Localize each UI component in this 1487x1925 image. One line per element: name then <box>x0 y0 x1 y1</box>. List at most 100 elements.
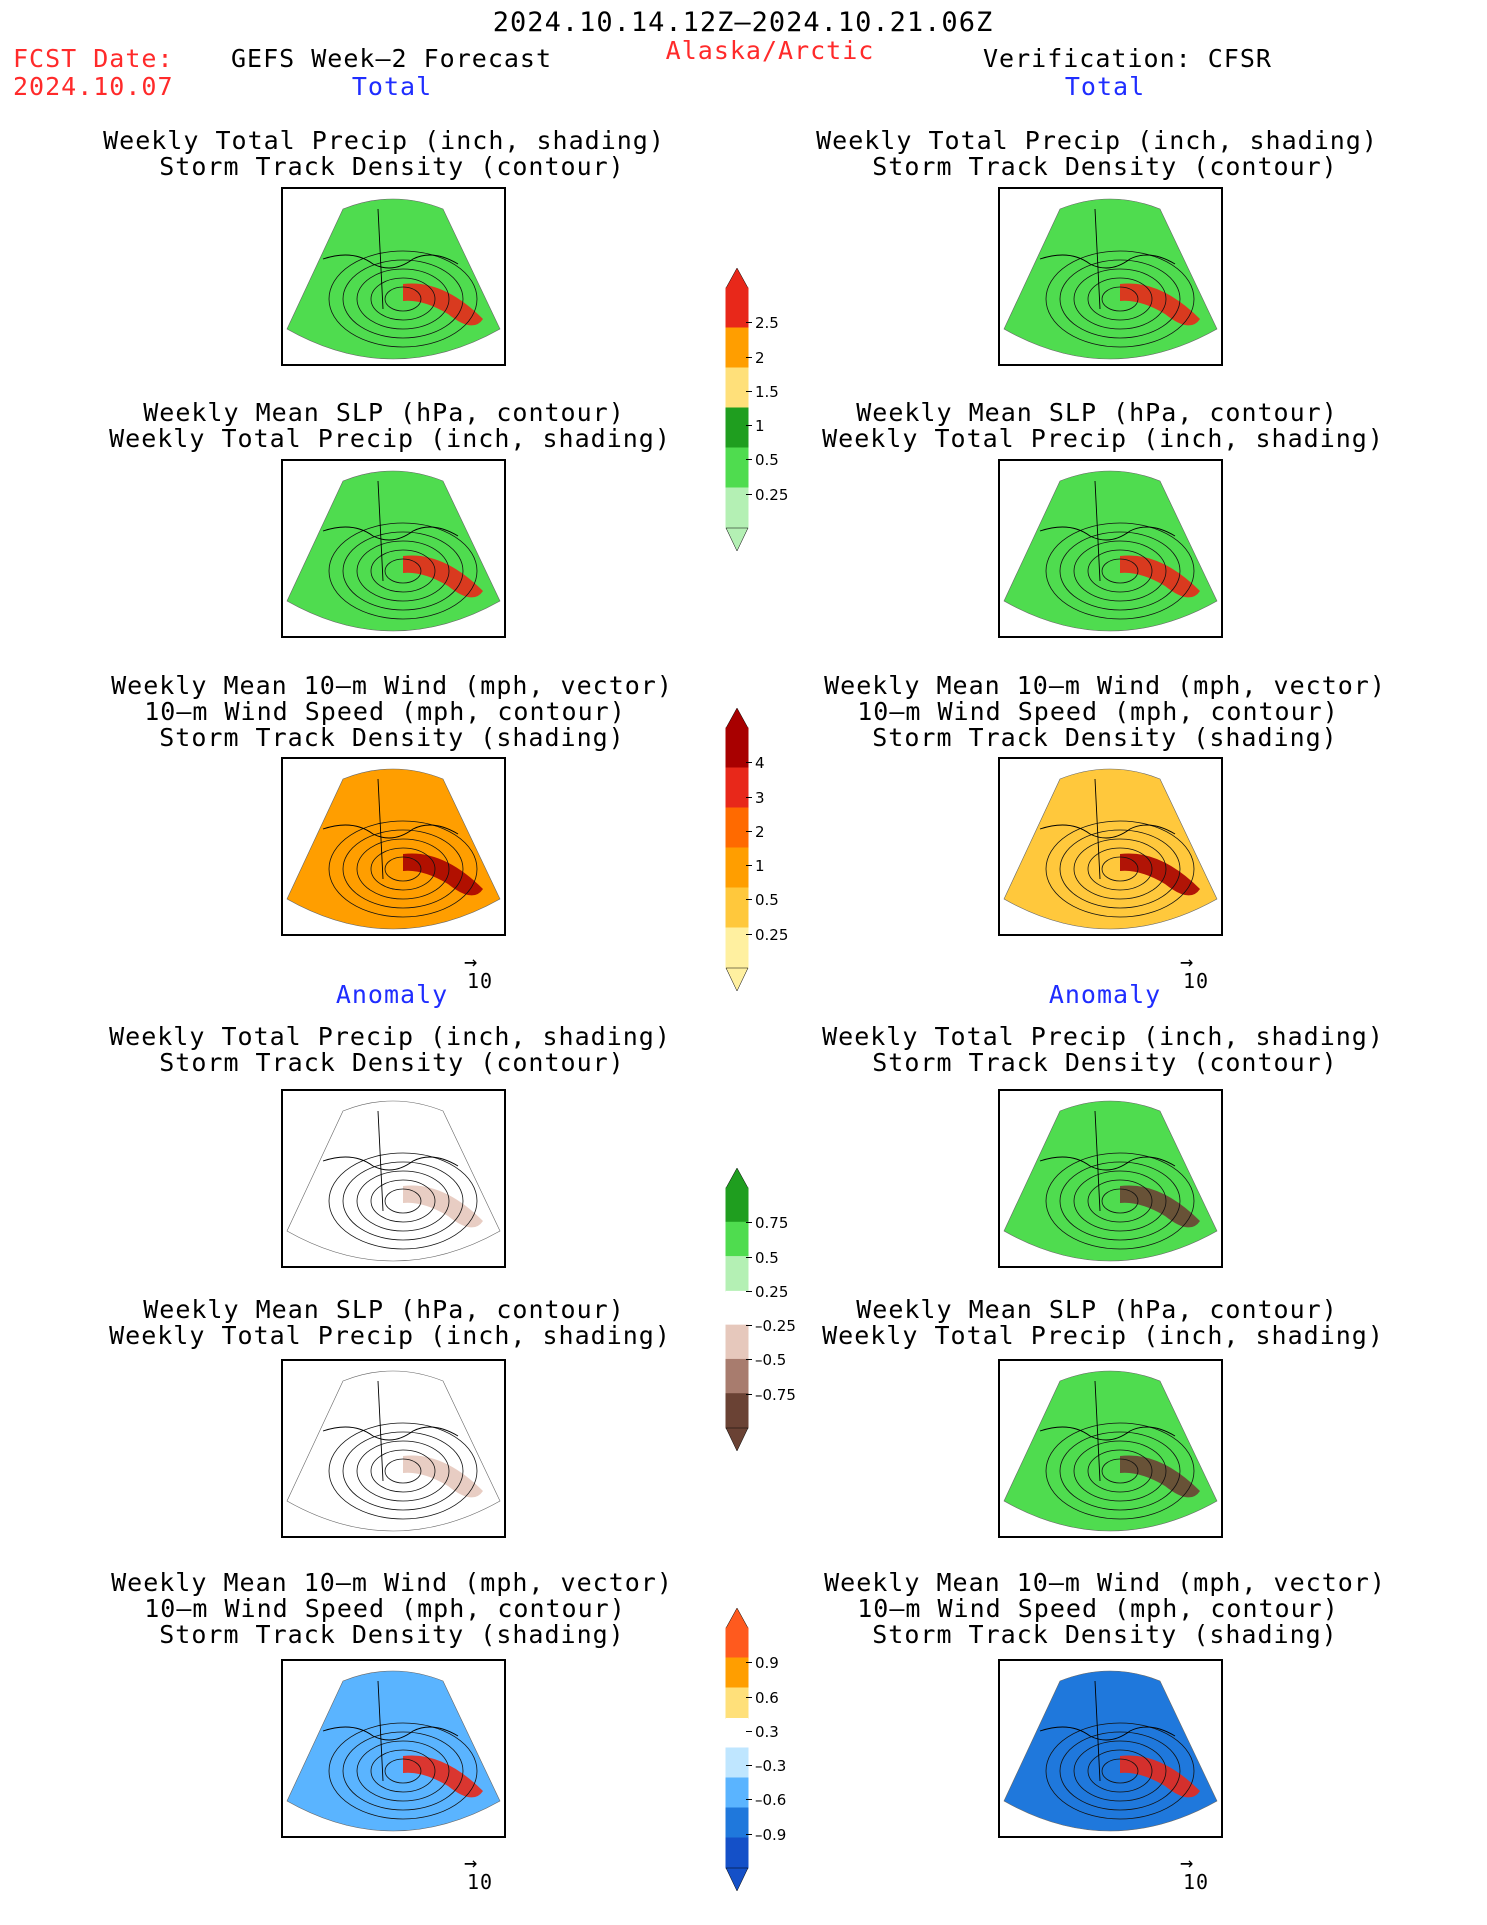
map-contour-line <box>1087 847 1153 891</box>
colorbar-tick <box>746 1222 752 1224</box>
colorbar-segment <box>725 1393 749 1429</box>
colorbar-tick <box>746 1799 752 1801</box>
colorbar-segment <box>726 1290 748 1326</box>
colorbar-segment <box>725 1807 749 1839</box>
map-feature-shading <box>1120 283 1200 326</box>
colorbar-tick <box>746 933 752 935</box>
map-feature-shading <box>403 283 483 326</box>
colorbar-bottom-triangle <box>725 1427 749 1452</box>
map-feature-shading <box>1120 853 1200 896</box>
map-contour-line <box>1101 1188 1139 1214</box>
map-contour-line <box>328 1422 478 1520</box>
map-contour-line <box>342 829 464 909</box>
map-panel-l3 <box>281 757 506 936</box>
map-contour-line <box>1045 1722 1195 1820</box>
map-coastline <box>322 1380 459 1482</box>
colorbar-label: –0.5 <box>755 1351 787 1370</box>
map-panel-l2 <box>281 459 506 638</box>
map-contour-line <box>370 549 436 593</box>
map-panel-r6 <box>998 1659 1223 1838</box>
title-l6-b: 10–m Wind Speed (mph, contour) <box>144 1594 626 1623</box>
colorbar-segment <box>725 807 749 849</box>
map-feature-shading <box>403 1185 483 1228</box>
map-contour-line <box>356 540 450 602</box>
title-l4-b: Storm Track Density (contour) <box>159 1048 625 1077</box>
colorbar-segment <box>725 287 749 329</box>
title-r5-b: Weekly Total Precip (inch, shading) <box>822 1321 1384 1350</box>
colorbar-total-track: 4 3 2 1 0.5 0.25 <box>722 708 842 993</box>
map-contour-line <box>1087 1449 1153 1493</box>
vector-scale-arrow-r3: → <box>1180 950 1194 975</box>
map-coastline <box>1039 1380 1176 1482</box>
map-contour-line <box>384 558 422 584</box>
colorbar-label: 3 <box>755 788 765 807</box>
map-contour-line <box>1101 286 1139 312</box>
colorbar-tick <box>746 493 752 495</box>
map-svg <box>1003 1370 1218 1532</box>
vector-scale-label-r3: 10 <box>1183 969 1210 993</box>
colorbar-segment <box>725 327 749 369</box>
map-contour-line <box>328 250 478 348</box>
title-r3-c: Storm Track Density (shading) <box>872 723 1338 752</box>
colorbar-label: –0.25 <box>755 1317 796 1336</box>
colorbar-label: 0.25 <box>755 925 789 944</box>
title-l3-c: Storm Track Density (shading) <box>159 723 625 752</box>
map-contour-line <box>370 1749 436 1793</box>
colorbar-segment <box>725 447 749 489</box>
title-l5-a: Weekly Mean SLP (hPa, contour) <box>143 1295 625 1324</box>
title-r6-c: Storm Track Density (shading) <box>872 1620 1338 1649</box>
colorbar-label: 0.75 <box>755 1214 789 1233</box>
left-column-title: GEFS Week–2 Forecast <box>231 44 553 73</box>
colorbar-tick <box>746 1256 752 1258</box>
fcst-date-label: FCST Date: <box>13 44 174 73</box>
colorbar-tick <box>746 796 752 798</box>
title-r2-b: Weekly Total Precip (inch, shading) <box>822 424 1384 453</box>
map-contour-line <box>370 847 436 891</box>
colorbar-segment <box>725 1777 749 1809</box>
title-r1-b: Storm Track Density (contour) <box>872 152 1338 181</box>
colorbar-label: 0.5 <box>755 1248 779 1267</box>
colorbar-segment <box>725 1358 749 1395</box>
colorbar-label: –0.6 <box>755 1791 787 1810</box>
map-contour-line <box>384 856 422 882</box>
map-contour-line <box>1059 259 1181 339</box>
title-r4-b: Storm Track Density (contour) <box>872 1048 1338 1077</box>
title-l2-a: Weekly Mean SLP (hPa, contour) <box>143 398 625 427</box>
title-l5-b: Weekly Total Precip (inch, shading) <box>109 1321 671 1350</box>
colorbar-tick <box>746 762 752 764</box>
map-contour-line <box>1059 1431 1181 1511</box>
colorbar-label: 0.9 <box>755 1654 779 1673</box>
map-feature-shading <box>403 1455 483 1498</box>
map-svg <box>286 1670 501 1832</box>
colorbar-top-triangle <box>725 1168 749 1189</box>
colorbar-bottom-triangle <box>725 967 749 992</box>
colorbar-segment <box>725 1187 749 1223</box>
colorbar-svg <box>725 708 749 992</box>
colorbar-tick <box>746 1662 752 1664</box>
colorbar-segment <box>726 1718 748 1748</box>
map-panel-r4 <box>998 1089 1223 1268</box>
map-contour-line <box>1087 1179 1153 1223</box>
map-contour-line <box>1059 829 1181 909</box>
map-svg <box>286 768 501 930</box>
map-contour-line <box>1087 549 1153 593</box>
map-contour-line <box>1045 1152 1195 1250</box>
colorbar-label: 4 <box>755 754 765 773</box>
title-r1-a: Weekly Total Precip (inch, shading) <box>816 126 1378 155</box>
colorbar-tick <box>746 356 752 358</box>
map-panel-l5 <box>281 1359 506 1538</box>
fcst-date-value: 2024.10.07 <box>13 72 174 101</box>
map-feature-shading <box>1120 1185 1200 1228</box>
map-contour-line <box>384 286 422 312</box>
colorbar-tick <box>746 1765 752 1767</box>
colorbar-segment <box>725 1256 749 1292</box>
colorbar-total-precip: 2.5 2 1.5 1 0.5 0.25 <box>722 268 842 553</box>
map-coastline <box>1039 778 1176 880</box>
title-l1-a: Weekly Total Precip (inch, shading) <box>103 126 665 155</box>
anomaly-heading-right: Anomaly <box>1048 980 1162 1009</box>
colorbar-top-triangle <box>725 268 749 289</box>
map-feature-shading <box>403 555 483 598</box>
map-contour-line <box>370 1179 436 1223</box>
map-coastline <box>322 480 459 582</box>
title-r2-a: Weekly Mean SLP (hPa, contour) <box>856 398 1338 427</box>
